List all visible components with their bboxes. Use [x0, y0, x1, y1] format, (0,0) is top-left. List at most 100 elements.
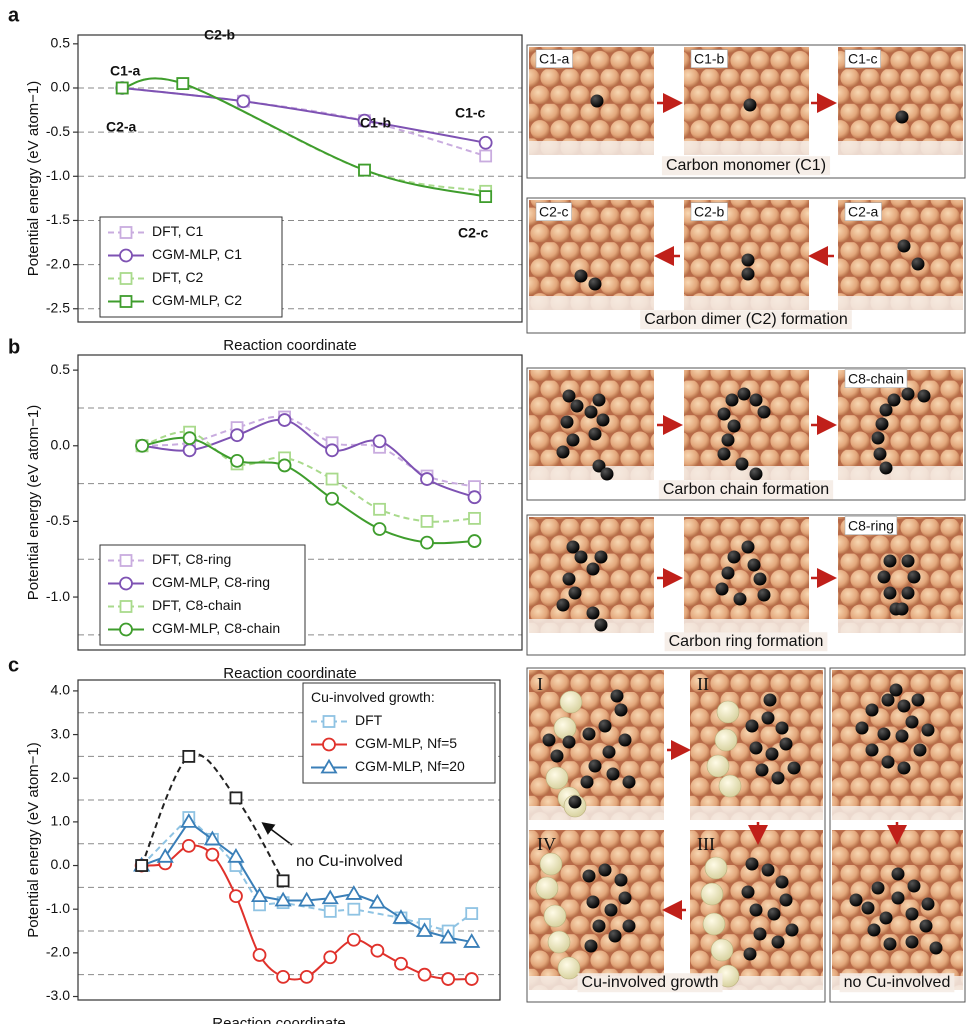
image-caption: no Cu-involved — [844, 974, 951, 991]
carbon-atom — [741, 267, 755, 281]
y-tick-label: 0.5 — [51, 361, 71, 377]
carbon-atom — [879, 911, 893, 925]
data-point — [321, 889, 339, 905]
legend-label: CGM-MLP, Nf=5 — [355, 735, 457, 751]
carbon-atom — [749, 393, 763, 407]
annotation: C1-b — [360, 115, 391, 131]
carbon-atom — [618, 891, 632, 905]
legend-marker — [119, 554, 133, 567]
annotation: C1-c — [455, 105, 486, 121]
carbon-atom — [767, 907, 781, 921]
legend-marker — [119, 576, 133, 591]
carbon-atom — [877, 727, 891, 741]
carbon-atom — [727, 550, 741, 564]
data-point — [277, 458, 292, 473]
carbon-atom — [749, 741, 763, 755]
surface-fade — [684, 466, 809, 480]
image-label: C2-a — [848, 204, 879, 220]
legend-label: CGM-MLP, C8-chain — [152, 620, 280, 636]
legend-label: DFT, C8-ring — [152, 551, 231, 567]
y-tick-label: -3.0 — [46, 987, 70, 1003]
data-point — [467, 534, 482, 548]
data-point — [115, 81, 129, 95]
carbon-atom — [580, 775, 594, 789]
carbon-atom — [598, 863, 612, 877]
carbon-atom — [592, 459, 606, 473]
data-point — [467, 490, 482, 505]
surface-fade — [684, 619, 809, 633]
y-tick-label: 0.0 — [51, 79, 71, 95]
data-point — [298, 891, 316, 907]
carbon-atom — [775, 721, 789, 735]
caption-bg — [661, 156, 831, 176]
image-label-bg — [535, 202, 572, 221]
plot-frame — [77, 354, 523, 651]
image-label: C8-ring — [848, 518, 894, 534]
annotation: C2-a — [106, 119, 137, 135]
image-caption: Carbon ring formation — [669, 633, 824, 650]
image-label-bg — [844, 369, 908, 388]
carbon-atom — [588, 277, 602, 291]
carbon-atom — [566, 433, 580, 447]
carbon-atom — [865, 703, 879, 717]
carbon-atom — [602, 745, 616, 759]
carbon-atom — [771, 935, 785, 949]
y-tick-label: -1.5 — [46, 211, 70, 227]
carbon-atom — [606, 767, 620, 781]
y-axis-label: Potential energy (eV atom−1) — [25, 742, 42, 938]
data-point — [203, 830, 221, 846]
carbon-atom — [877, 570, 891, 584]
carbon-atom — [608, 929, 622, 943]
image-caption: Carbon dimer (C2) formation — [644, 311, 848, 328]
y-tick-label: 0.0 — [51, 436, 71, 452]
image-label: IV — [537, 834, 556, 854]
data-point — [479, 190, 493, 204]
surface-fade — [838, 466, 963, 480]
data-point — [250, 887, 269, 902]
carbon-atom — [879, 461, 893, 475]
carbon-atom — [588, 427, 602, 441]
cu-atom — [535, 876, 559, 900]
y-tick-label: 3.0 — [51, 725, 71, 741]
data-point — [274, 891, 292, 907]
legend-box — [99, 544, 306, 646]
panel-label: a — [8, 4, 20, 26]
carbon-atom — [749, 903, 763, 917]
data-point — [236, 94, 251, 109]
carbon-atom — [901, 387, 915, 401]
surface-image — [684, 517, 809, 633]
legend-marker — [119, 295, 133, 308]
image-caption: Cu-involved growth — [582, 974, 719, 991]
x-axis-label: Reaction coordinate — [223, 337, 356, 354]
data-point — [205, 847, 220, 862]
carbon-atom — [741, 885, 755, 899]
carbon-atom — [891, 891, 905, 905]
surface-image — [832, 830, 963, 990]
y-axis-label: Potential energy (eV atom−1) — [25, 81, 42, 277]
carbon-atom — [919, 919, 933, 933]
annotation: C1-a — [110, 63, 141, 79]
carbon-atom — [562, 389, 576, 403]
carbon-atom — [895, 110, 909, 124]
carbon-atom — [568, 586, 582, 600]
carbon-atom — [761, 863, 775, 877]
carbon-atom — [743, 947, 757, 961]
y-tick-label: 2.0 — [51, 769, 71, 785]
carbon-atom — [570, 399, 584, 413]
y-tick-label: -0.5 — [46, 123, 70, 139]
data-point — [417, 967, 432, 982]
carbon-atom — [574, 269, 588, 283]
surface-fade — [529, 619, 654, 633]
carbon-atom — [895, 729, 909, 743]
carbon-atom — [588, 759, 602, 773]
image-label-bg — [844, 202, 882, 221]
carbon-atom — [921, 723, 935, 737]
data-point — [345, 885, 363, 900]
carbon-atom — [542, 733, 556, 747]
carbon-atom — [895, 602, 909, 616]
cu-atom — [539, 852, 563, 876]
carbon-atom — [594, 550, 608, 564]
data-point — [156, 848, 174, 863]
